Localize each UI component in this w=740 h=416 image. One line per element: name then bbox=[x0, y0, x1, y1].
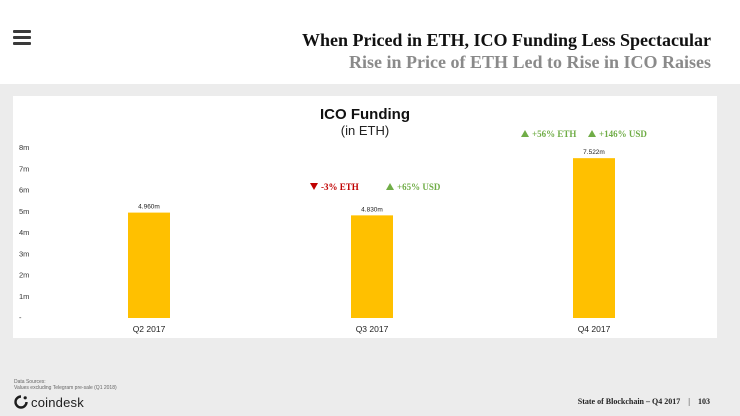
menu-icon[interactable] bbox=[13, 30, 31, 46]
change-annotation: +65% USD bbox=[397, 182, 441, 192]
bar bbox=[128, 212, 170, 318]
change-annotation: +56% ETH bbox=[532, 129, 576, 139]
up-arrow-icon bbox=[521, 130, 529, 137]
up-arrow-icon bbox=[588, 130, 596, 137]
chart-title: ICO Funding bbox=[320, 106, 410, 123]
up-arrow-icon bbox=[386, 183, 394, 190]
y-tick-label: 7m bbox=[19, 164, 29, 173]
footer-separator: | bbox=[688, 397, 690, 406]
report-name: State of Blockchain – Q4 2017 bbox=[577, 397, 681, 406]
y-tick-label: 3m bbox=[19, 249, 29, 258]
page-subtitle: Rise in Price of ETH Led to Rise in ICO … bbox=[349, 52, 711, 72]
bar-value-label: 4.960m bbox=[138, 204, 160, 211]
y-tick-label: 2m bbox=[19, 271, 29, 280]
data-sources-text: Values excluding Telegram pre-sale (Q1 2… bbox=[14, 385, 117, 391]
bar bbox=[351, 215, 393, 318]
chart-subtitle: (in ETH) bbox=[341, 123, 389, 138]
x-tick-label: Q2 2017 bbox=[133, 324, 166, 334]
x-tick-label: Q3 2017 bbox=[356, 324, 389, 334]
down-arrow-icon bbox=[310, 183, 318, 190]
brand-name: coindesk bbox=[31, 394, 84, 410]
chart-card: ICO Funding (in ETH) - 1m 2m 3m 4m 5m 6m 7m 8m 4.… bbox=[13, 96, 717, 338]
y-tick-label: 6m bbox=[19, 186, 29, 195]
y-tick-label: - bbox=[19, 313, 22, 322]
page-number: 103 bbox=[698, 397, 710, 406]
coindesk-logo: coindesk bbox=[14, 394, 84, 410]
y-tick-label: 4m bbox=[19, 228, 29, 237]
coindesk-logo-icon bbox=[14, 395, 28, 409]
ico-funding-chart: ICO Funding (in ETH) - 1m 2m 3m 4m 5m 6m 7m 8m 4.… bbox=[19, 106, 647, 334]
y-tick-label: 8m bbox=[19, 143, 29, 152]
bar bbox=[573, 158, 615, 318]
change-annotation: +146% USD bbox=[599, 129, 647, 139]
data-sources-label: Data Sources: bbox=[14, 379, 46, 385]
report-footer: State of Blockchain – Q4 2017 | 103 bbox=[578, 397, 710, 406]
change-annotation: -3% ETH bbox=[321, 182, 359, 192]
bar-value-label: 7.522m bbox=[583, 149, 605, 156]
x-tick-label: Q4 2017 bbox=[578, 324, 611, 334]
data-sources: Data Sources: Values excluding Telegram … bbox=[14, 379, 117, 391]
y-tick-label: 1m bbox=[19, 292, 29, 301]
bar-value-label: 4.830m bbox=[361, 206, 383, 213]
page-title: When Priced in ETH, ICO Funding Less Spe… bbox=[301, 30, 711, 50]
y-tick-label: 5m bbox=[19, 207, 29, 216]
header-band bbox=[0, 0, 740, 84]
